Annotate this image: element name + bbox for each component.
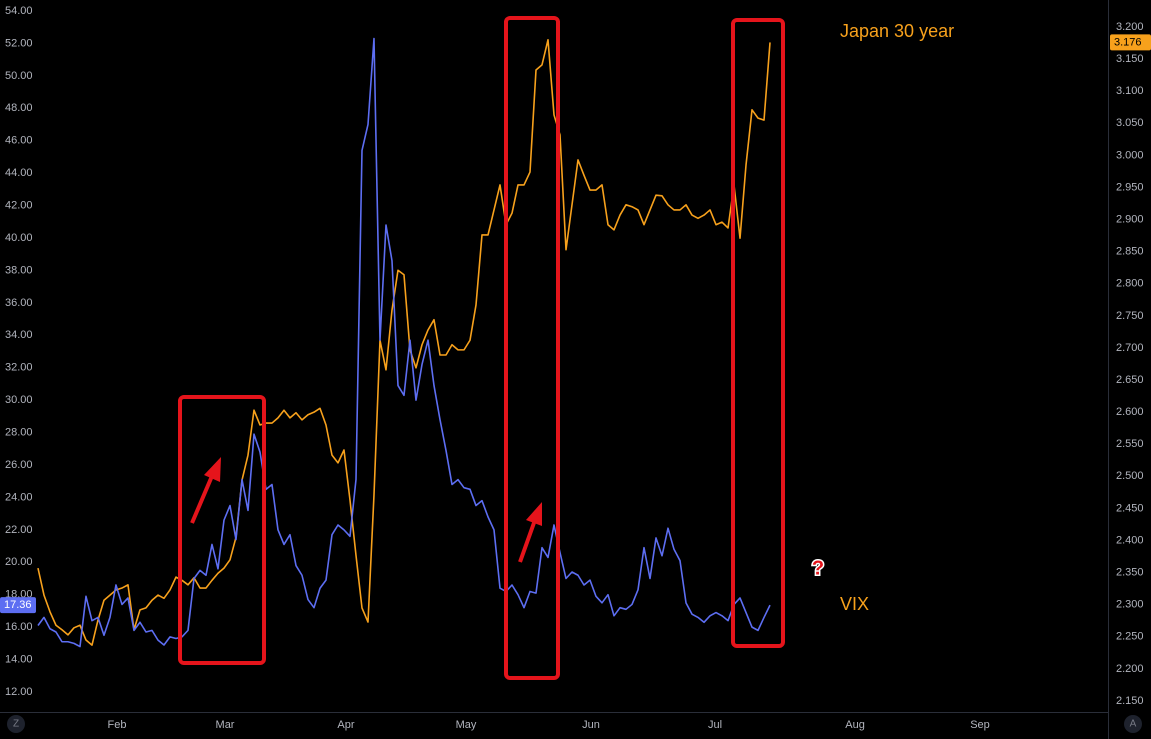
arrow (190, 457, 221, 524)
y2-tick-label: 2.650 (1116, 374, 1144, 386)
highlight-box (504, 16, 560, 680)
price-badge-label: 17.36 (4, 599, 32, 611)
button[interactable] (1124, 715, 1142, 733)
y-tick-label: 54.00 (5, 5, 33, 17)
price-badge (1110, 34, 1151, 51)
arrow (518, 502, 542, 563)
y2-tick-label: 2.350 (1116, 567, 1144, 579)
y-tick-label: 20.00 (5, 556, 33, 568)
y2-tick-label: 2.950 (1116, 181, 1144, 193)
x-tick-label: Mar (216, 719, 235, 731)
y2-tick-label: 3.200 (1116, 21, 1144, 33)
highlight-box (178, 395, 266, 665)
series-line (37, 37, 771, 648)
y2-tick-label: 2.400 (1116, 534, 1144, 546)
y-tick-label: 12.00 (5, 686, 33, 698)
highlight-box (731, 18, 785, 648)
series-label: VIX (840, 594, 869, 614)
x-tick-label: Feb (108, 719, 127, 731)
x-tick-label: Sep (970, 719, 990, 731)
y2-tick-label: 2.150 (1116, 695, 1144, 707)
y2-tick-label: 2.800 (1116, 278, 1144, 290)
price-badge (0, 597, 36, 614)
x-tick-label: Aug (845, 719, 865, 731)
y-tick-label: 52.00 (5, 37, 33, 49)
y-tick-label: 40.00 (5, 232, 33, 244)
y2-tick-label: 3.050 (1116, 117, 1144, 129)
y2-tick-label: 2.850 (1116, 246, 1144, 258)
y2-tick-label: 2.500 (1116, 470, 1144, 482)
y-tick-label: 48.00 (5, 102, 33, 114)
plot-lines (37, 37, 771, 648)
y-tick-label: 46.00 (5, 135, 33, 147)
y2-tick-label: 2.550 (1116, 438, 1144, 450)
button-label[interactable]: Z (13, 719, 19, 730)
y2-tick-label: 2.200 (1116, 663, 1144, 675)
y2-tick-label: 2.250 (1116, 631, 1144, 643)
series-line (37, 39, 771, 646)
y2-tick-label: 2.300 (1116, 599, 1144, 611)
y-tick-label: 32.00 (5, 362, 33, 374)
y-tick-label: 14.00 (5, 653, 33, 665)
y-tick-label: 26.00 (5, 459, 33, 471)
y-tick-label: 36.00 (5, 297, 33, 309)
y-tick-label: 34.00 (5, 329, 33, 341)
y-tick-label: 42.00 (5, 199, 33, 211)
y-tick-label: 50.00 (5, 70, 33, 82)
y-tick-label: 16.00 (5, 621, 33, 633)
x-tick-label: Jun (582, 719, 600, 731)
y-tick-label: 38.00 (5, 264, 33, 276)
y-tick-label: 30.00 (5, 394, 33, 406)
y2-tick-label: 3.000 (1116, 149, 1144, 161)
x-tick-label: Apr (337, 719, 354, 731)
y2-tick-label: 3.100 (1116, 85, 1144, 97)
button-label[interactable]: A (1130, 719, 1137, 730)
y2-tick-label: 2.600 (1116, 406, 1144, 418)
series-label: Japan 30 year (840, 21, 954, 41)
question-icon: ? (812, 557, 824, 579)
button[interactable] (7, 715, 25, 733)
y2-tick-label: 2.450 (1116, 502, 1144, 514)
annotations (178, 16, 785, 680)
y-tick-label: 28.00 (5, 426, 33, 438)
y2-tick-label: 2.750 (1116, 310, 1144, 322)
y2-tick-label: 2.900 (1116, 213, 1144, 225)
x-tick-label: May (456, 719, 477, 731)
x-tick-label: Jul (708, 719, 722, 731)
y-tick-label: 24.00 (5, 491, 33, 503)
y-tick-label: 22.00 (5, 524, 33, 536)
y2-tick-label: 2.700 (1116, 342, 1144, 354)
y2-tick-label: 3.150 (1116, 53, 1144, 65)
price-badge-label: 3.176 (1114, 36, 1142, 48)
y-tick-label: 44.00 (5, 167, 33, 179)
